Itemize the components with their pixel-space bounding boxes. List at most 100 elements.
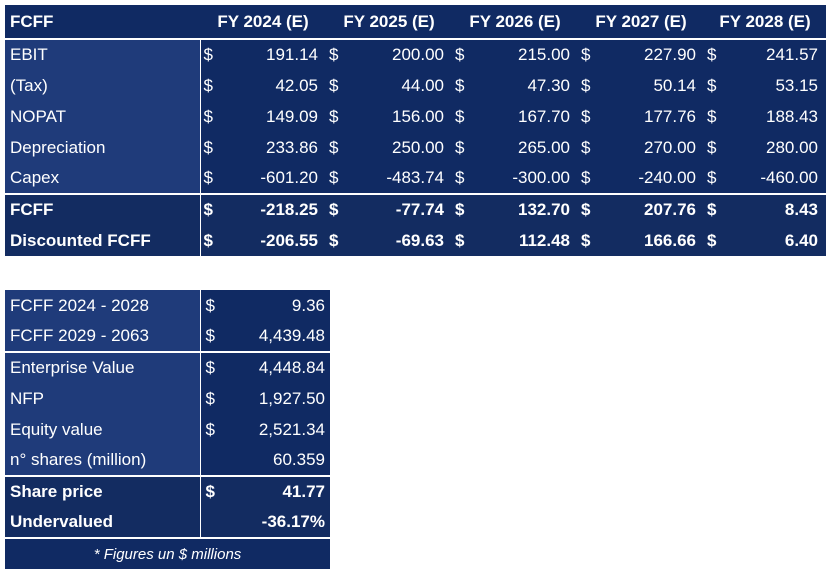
summary-row-fcff: FCFF $ -218.25 $ -77.74 $ 132.70 $ 207.7… <box>5 193 826 225</box>
cell-value: -218.25 <box>224 193 326 225</box>
row-label: Discounted FCFF <box>5 225 200 256</box>
row-label: Share price <box>5 475 200 507</box>
fcff-header-year: FY 2025 (E) <box>326 5 452 39</box>
cell-value: -69.63 <box>350 225 452 256</box>
currency-sign: $ <box>704 70 728 101</box>
currency-sign: $ <box>704 193 728 225</box>
currency-sign: $ <box>326 132 350 163</box>
currency-sign: $ <box>578 101 602 132</box>
cell-value: 53.15 <box>728 70 826 101</box>
fcff-header-label: FCFF <box>5 5 200 39</box>
summary-row-discounted-fcff: Discounted FCFF $ -206.55 $ -69.63 $ 112… <box>5 225 826 256</box>
cell-value: 280.00 <box>728 132 826 163</box>
currency-sign: $ <box>326 101 350 132</box>
cell-value: 9.36 <box>226 290 330 321</box>
cell-value: 166.66 <box>602 225 704 256</box>
currency-sign: $ <box>199 38 224 70</box>
row-label: n° shares (million) <box>5 445 200 476</box>
currency-sign: $ <box>704 101 728 132</box>
summary-row-share-price: Share price $ 41.77 <box>5 475 330 507</box>
cell-value: 207.76 <box>602 193 704 225</box>
currency-sign: $ <box>199 351 226 383</box>
fcff-table: FCFF FY 2024 (E) FY 2025 (E) FY 2026 (E)… <box>5 5 826 256</box>
cell-value: 41.77 <box>226 475 330 507</box>
table-row: n° shares (million) 60.359 <box>5 445 330 476</box>
cell-value: 177.76 <box>602 101 704 132</box>
cell-value: 191.14 <box>224 38 326 70</box>
currency-sign: $ <box>199 101 224 132</box>
currency-sign: $ <box>326 193 350 225</box>
table-row: NOPAT $ 149.09 $ 156.00 $ 167.70 $ 177.7… <box>5 101 826 132</box>
currency-sign: $ <box>199 383 226 414</box>
row-label: Capex <box>5 163 200 194</box>
currency-sign: $ <box>452 70 476 101</box>
cell-value: 233.86 <box>224 132 326 163</box>
cell-value: 227.90 <box>602 38 704 70</box>
cell-value: -206.55 <box>224 225 326 256</box>
cell-value: 200.00 <box>350 38 452 70</box>
cell-value: -36.17% <box>199 507 330 538</box>
cell-value: 60.359 <box>199 445 330 476</box>
cell-value: 50.14 <box>602 70 704 101</box>
fcff-header-year: FY 2024 (E) <box>200 5 326 39</box>
cell-value: 250.00 <box>350 132 452 163</box>
valuation-table: FCFF 2024 - 2028 $ 9.36 FCFF 2029 - 2063… <box>5 290 330 569</box>
currency-sign: $ <box>704 38 728 70</box>
currency-sign: $ <box>578 225 602 256</box>
currency-sign: $ <box>578 193 602 225</box>
cell-value: 265.00 <box>476 132 578 163</box>
row-label: FCFF 2029 - 2063 <box>5 321 200 352</box>
currency-sign: $ <box>578 38 602 70</box>
cell-value: -77.74 <box>350 193 452 225</box>
currency-sign: $ <box>326 70 350 101</box>
summary-row-undervalued: Undervalued -36.17% <box>5 507 330 538</box>
currency-sign: $ <box>326 38 350 70</box>
currency-sign: $ <box>199 163 224 194</box>
table-row: EBIT $ 191.14 $ 200.00 $ 215.00 $ 227.90… <box>5 38 826 70</box>
row-label: FCFF <box>5 193 200 225</box>
cell-value: 188.43 <box>728 101 826 132</box>
cell-value: -483.74 <box>350 163 452 194</box>
currency-sign: $ <box>199 225 224 256</box>
currency-sign: $ <box>704 163 728 194</box>
currency-sign: $ <box>704 225 728 256</box>
row-label: Equity value <box>5 414 200 445</box>
cell-value: 42.05 <box>224 70 326 101</box>
cell-value: 156.00 <box>350 101 452 132</box>
currency-sign: $ <box>199 414 226 445</box>
table-row: Equity value $ 2,521.34 <box>5 414 330 445</box>
currency-sign: $ <box>326 163 350 194</box>
footnote: * Figures un $ millions <box>5 537 330 569</box>
currency-sign: $ <box>452 38 476 70</box>
currency-sign: $ <box>578 132 602 163</box>
currency-sign: $ <box>452 163 476 194</box>
cell-value: -460.00 <box>728 163 826 194</box>
row-label: Undervalued <box>5 507 200 538</box>
cell-value: -240.00 <box>602 163 704 194</box>
row-label: (Tax) <box>5 70 200 101</box>
currency-sign: $ <box>199 321 226 352</box>
table-row: Capex $ -601.20 $ -483.74 $ -300.00 $ -2… <box>5 163 826 194</box>
row-label: Depreciation <box>5 132 200 163</box>
currency-sign: $ <box>452 132 476 163</box>
currency-sign: $ <box>199 193 224 225</box>
row-label: NFP <box>5 383 200 414</box>
currency-sign: $ <box>452 193 476 225</box>
cell-value: 167.70 <box>476 101 578 132</box>
cell-value: 44.00 <box>350 70 452 101</box>
cell-value: 241.57 <box>728 38 826 70</box>
currency-sign: $ <box>704 132 728 163</box>
row-label: EBIT <box>5 38 200 70</box>
currency-sign: $ <box>199 132 224 163</box>
cell-value: 132.70 <box>476 193 578 225</box>
row-label: NOPAT <box>5 101 200 132</box>
table-row: Depreciation $ 233.86 $ 250.00 $ 265.00 … <box>5 132 826 163</box>
footnote-row: * Figures un $ millions <box>5 537 330 569</box>
cell-value: 47.30 <box>476 70 578 101</box>
row-label: FCFF 2024 - 2028 <box>5 290 200 321</box>
currency-sign: $ <box>452 225 476 256</box>
cell-value: 1,927.50 <box>226 383 330 414</box>
cell-value: 6.40 <box>728 225 826 256</box>
row-label: Enterprise Value <box>5 351 200 383</box>
currency-sign: $ <box>452 101 476 132</box>
